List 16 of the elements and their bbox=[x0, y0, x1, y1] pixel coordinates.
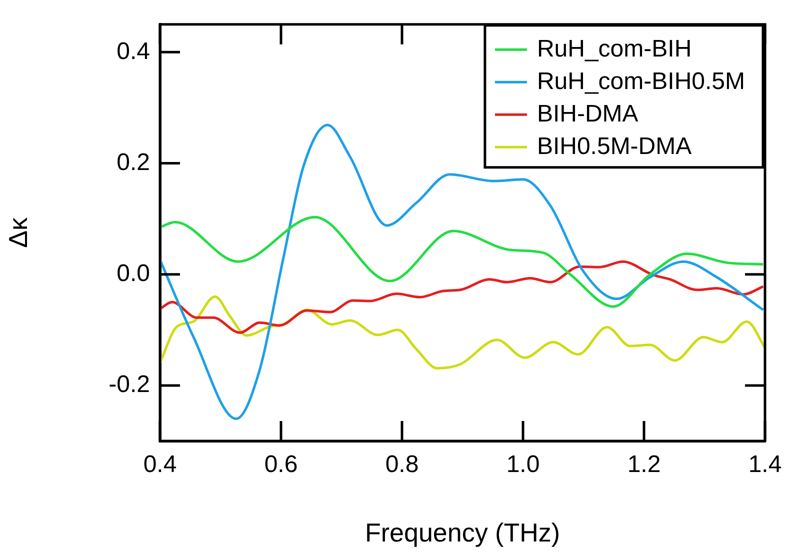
legend-label: BIH-DMA bbox=[536, 100, 638, 128]
x-tick-label: 1.0 bbox=[506, 451, 540, 478]
x-tick-label: 0.6 bbox=[264, 451, 298, 478]
x-tick-label: 0.8 bbox=[385, 451, 419, 478]
legend-label: RuH_com-BIH bbox=[536, 35, 692, 62]
y-axis-title: Δκ bbox=[2, 216, 33, 248]
x-tick-label: 1.2 bbox=[627, 451, 661, 478]
x-tick-label: 0.4 bbox=[143, 451, 177, 478]
y-tick-label: 0.0 bbox=[116, 260, 150, 287]
x-tick-label: 1.4 bbox=[748, 451, 782, 478]
legend-label: RuH_com-BIH0.5M bbox=[536, 68, 746, 95]
y-tick-label: -0.2 bbox=[108, 371, 150, 398]
y-tick-label: 0.4 bbox=[116, 38, 150, 65]
x-axis-title: Frequency (THz) bbox=[364, 518, 560, 548]
y-tick-label: 0.2 bbox=[116, 148, 150, 176]
legend-label: BIH0.5M-DMA bbox=[536, 132, 692, 160]
